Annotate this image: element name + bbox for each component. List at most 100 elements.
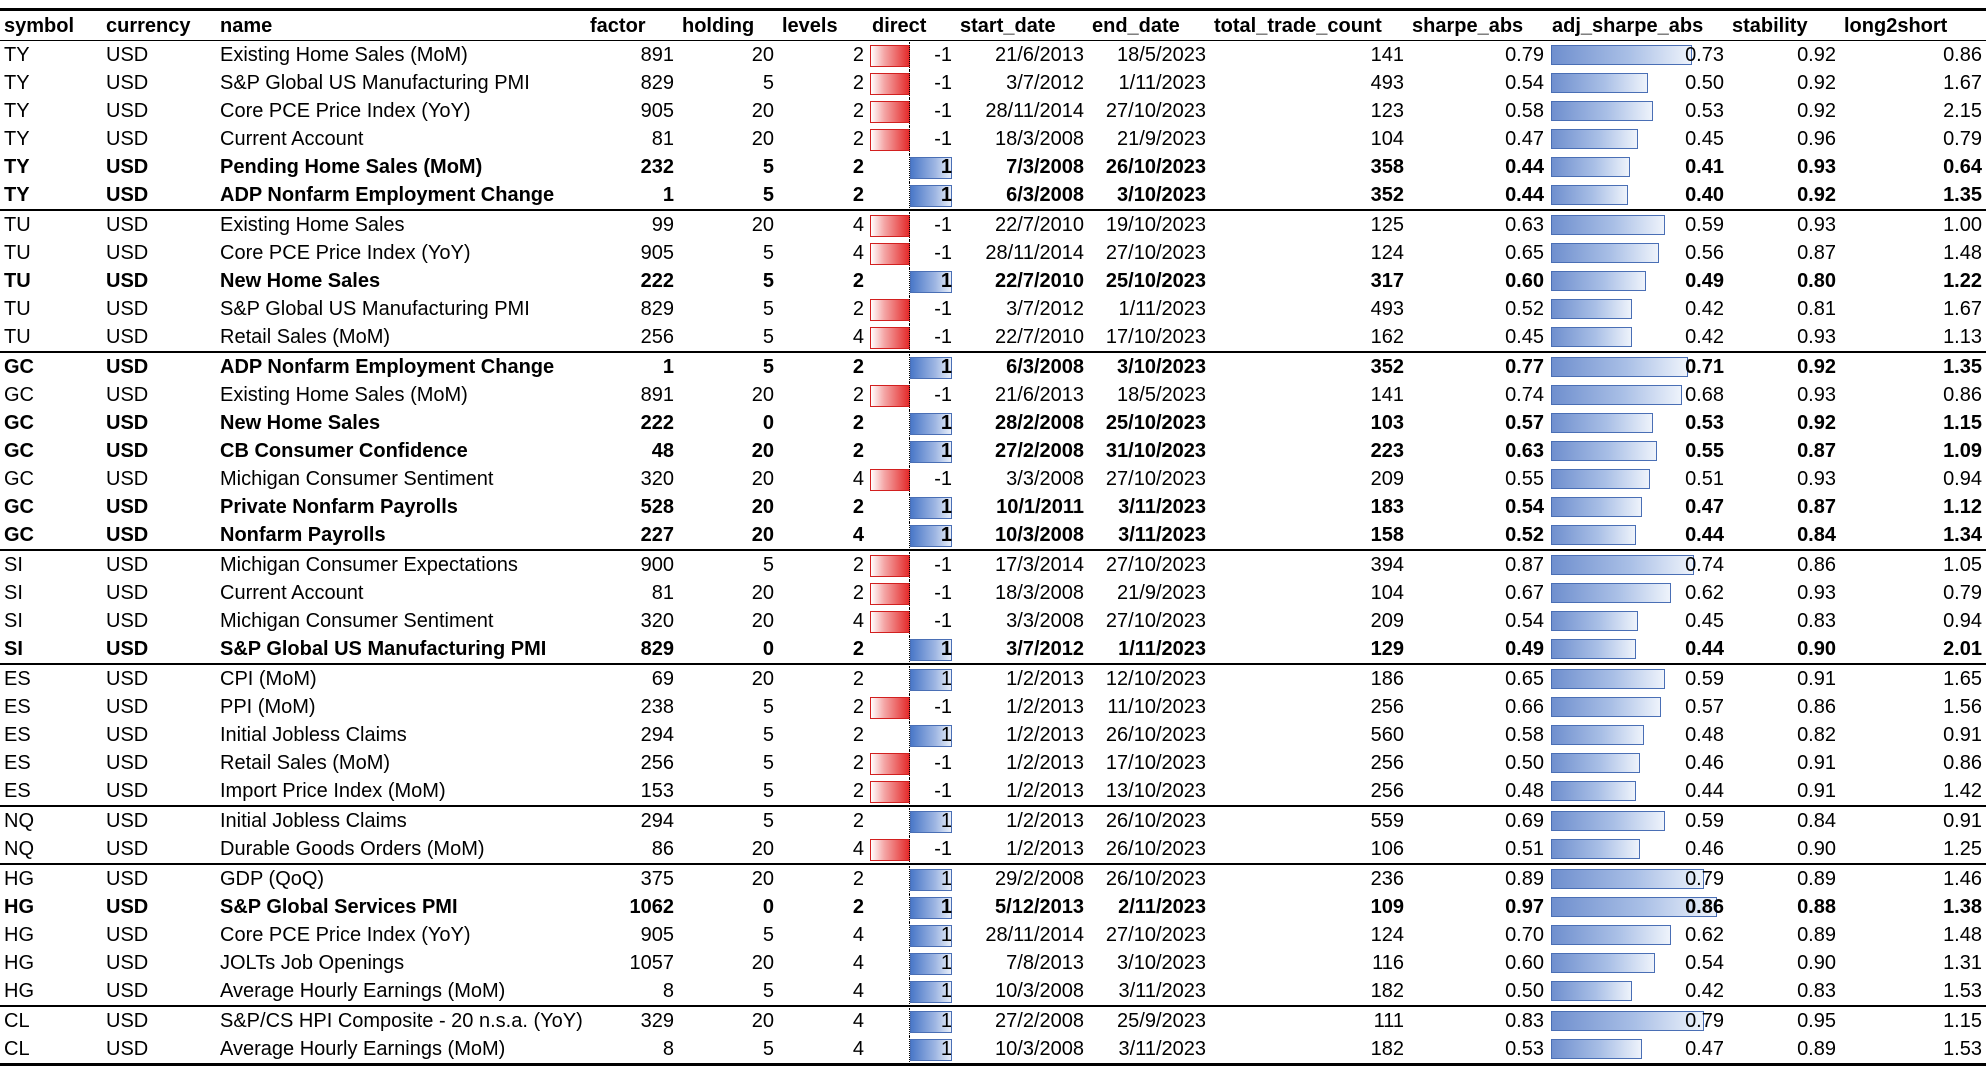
cell-direct[interactable]: -1 — [868, 41, 956, 70]
cell-long2short[interactable]: 1.13 — [1943, 326, 1982, 348]
cell-levels[interactable]: 2 — [778, 863, 868, 893]
cell-end-date[interactable]: 3/11/2023 — [1118, 980, 1207, 1002]
cell-currency[interactable]: USD — [106, 298, 149, 320]
cell-holding[interactable]: 5 — [762, 298, 774, 320]
cell-stability[interactable]: 0.84 — [1797, 524, 1836, 546]
cell-name[interactable]: S&P Global US Manufacturing PMI — [220, 638, 547, 660]
cell-holding[interactable]: 5 — [678, 351, 778, 381]
cell-stability[interactable]: 0.87 — [1797, 242, 1836, 264]
cell-start-date[interactable]: 21/6/2013 — [995, 384, 1084, 406]
cell-symbol[interactable]: SI — [0, 549, 102, 579]
cell-adj-sharpe-abs[interactable]: 0.46 — [1548, 749, 1728, 777]
table-row[interactable]: ES USD PPI (MoM) 238 5 2 -1 1/2/2013 11/10/2023 2… — [0, 693, 1986, 722]
cell-end-date[interactable]: 27/10/2023 — [1088, 549, 1210, 579]
cell-adj-sharpe-abs[interactable]: 0.71 — [1548, 351, 1728, 381]
cell-end-date[interactable]: 26/10/2023 — [1105, 838, 1206, 860]
cell-adj-sharpe-abs[interactable]: 0.62 — [1548, 579, 1728, 607]
cell-symbol[interactable]: TU — [4, 298, 31, 320]
cell-name[interactable]: CB Consumer Confidence — [220, 440, 468, 462]
cell-adj-sharpe-abs[interactable]: 0.59 — [1548, 805, 1728, 835]
col-header-adj-sharpe-abs[interactable]: adj_sharpe_abs — [1548, 11, 1728, 41]
cell-levels[interactable]: 2 — [778, 663, 868, 693]
table-row[interactable]: CL USD Average Hourly Earnings (MoM) 8 5 4 1 10… — [0, 1035, 1986, 1064]
cell-levels[interactable]: 2 — [852, 724, 864, 746]
cell-adj-sharpe-abs[interactable]: 0.41 — [1548, 153, 1728, 181]
cell-currency[interactable]: USD — [106, 924, 149, 946]
cell-sharpe-abs[interactable]: 0.79 — [1505, 44, 1544, 66]
cell-total-trade-count[interactable]: 129 — [1370, 638, 1404, 660]
cell-symbol[interactable]: CL — [4, 1038, 30, 1060]
table-row[interactable]: SI USD S&P Global US Manufacturing PMI 829 0… — [0, 635, 1986, 664]
cell-stability[interactable]: 0.84 — [1728, 805, 1840, 835]
cell-long2short[interactable]: 0.94 — [1943, 610, 1982, 632]
cell-name[interactable]: Michigan Consumer Sentiment — [220, 468, 494, 490]
table-row[interactable]: TY USD Current Account 81 20 2 -1 18/3/2008 21/9… — [0, 125, 1986, 154]
cell-sharpe-abs[interactable]: 0.69 — [1408, 805, 1548, 835]
cell-start-date[interactable]: 10/3/2008 — [995, 524, 1084, 546]
cell-total-trade-count[interactable]: 141 — [1370, 384, 1404, 406]
cell-total-trade-count[interactable]: 223 — [1370, 440, 1404, 462]
cell-sharpe-abs[interactable]: 0.83 — [1408, 1005, 1548, 1035]
col-header-holding[interactable]: holding — [678, 11, 778, 41]
cell-total-trade-count[interactable]: 125 — [1210, 209, 1408, 239]
cell-direct[interactable]: 1 — [868, 1005, 956, 1036]
table-row[interactable]: TU USD S&P Global US Manufacturing PMI 829 5… — [0, 295, 1986, 324]
cell-start-date[interactable]: 3/7/2012 — [1006, 638, 1084, 660]
cell-direct[interactable]: 1 — [868, 1035, 956, 1064]
cell-sharpe-abs[interactable]: 0.65 — [1408, 663, 1548, 693]
cell-levels[interactable]: 2 — [852, 128, 864, 150]
cell-symbol[interactable]: NQ — [0, 805, 102, 835]
cell-direct[interactable]: 1 — [868, 409, 956, 438]
cell-end-date[interactable]: 17/10/2023 — [1105, 326, 1206, 348]
cell-start-date[interactable]: 22/7/2010 — [995, 326, 1084, 348]
cell-sharpe-abs[interactable]: 0.55 — [1505, 468, 1544, 490]
cell-currency[interactable]: USD — [106, 952, 149, 974]
cell-end-date[interactable]: 26/10/2023 — [1105, 724, 1206, 746]
cell-long2short[interactable]: 1.46 — [1840, 863, 1986, 893]
cell-stability[interactable]: 0.86 — [1797, 696, 1836, 718]
cell-direct[interactable]: -1 — [868, 579, 956, 608]
cell-total-trade-count[interactable]: 183 — [1370, 496, 1404, 518]
cell-factor[interactable]: 829 — [640, 298, 674, 320]
cell-factor[interactable]: 1 — [586, 351, 678, 381]
cell-end-date[interactable]: 25/10/2023 — [1105, 412, 1206, 434]
cell-symbol[interactable]: TY — [4, 184, 30, 206]
cell-adj-sharpe-abs[interactable]: 0.42 — [1548, 323, 1728, 352]
cell-stability[interactable]: 0.90 — [1797, 638, 1836, 660]
cell-end-date[interactable]: 25/9/2023 — [1088, 1005, 1210, 1035]
cell-symbol[interactable]: TY — [4, 44, 30, 66]
cell-adj-sharpe-abs[interactable]: 0.53 — [1548, 409, 1728, 437]
cell-levels[interactable]: 2 — [778, 549, 868, 579]
cell-levels[interactable]: 2 — [852, 156, 864, 178]
cell-name[interactable]: CPI (MoM) — [216, 663, 586, 693]
cell-factor[interactable]: 891 — [640, 44, 674, 66]
cell-holding[interactable]: 5 — [678, 805, 778, 835]
col-header-factor[interactable]: factor — [586, 11, 678, 41]
cell-currency[interactable]: USD — [106, 270, 149, 292]
cell-sharpe-abs[interactable]: 0.51 — [1505, 838, 1544, 860]
cell-adj-sharpe-abs[interactable]: 0.40 — [1548, 181, 1728, 210]
cell-holding[interactable]: 5 — [762, 1038, 774, 1060]
cell-adj-sharpe-abs[interactable]: 0.57 — [1548, 693, 1728, 721]
cell-currency[interactable]: USD — [106, 44, 149, 66]
cell-holding[interactable]: 5 — [762, 242, 774, 264]
cell-levels[interactable]: 2 — [852, 384, 864, 406]
cell-sharpe-abs[interactable]: 0.58 — [1505, 724, 1544, 746]
cell-total-trade-count[interactable]: 256 — [1370, 696, 1404, 718]
cell-total-trade-count[interactable]: 560 — [1370, 724, 1404, 746]
cell-currency[interactable]: USD — [106, 752, 149, 774]
cell-factor[interactable]: 48 — [651, 440, 674, 462]
cell-factor[interactable]: 905 — [640, 924, 674, 946]
cell-start-date[interactable]: 1/2/2013 — [1006, 838, 1084, 860]
cell-long2short[interactable]: 1.15 — [1840, 1005, 1986, 1035]
cell-direct[interactable]: -1 — [868, 125, 956, 154]
cell-name[interactable]: Retail Sales (MoM) — [220, 326, 391, 348]
cell-long2short[interactable]: 1.38 — [1943, 896, 1982, 918]
cell-holding[interactable]: 20 — [751, 468, 774, 490]
cell-levels[interactable]: 2 — [852, 44, 864, 66]
cell-holding[interactable]: 5 — [678, 549, 778, 579]
cell-direct[interactable]: 1 — [868, 921, 956, 950]
cell-levels[interactable]: 4 — [852, 952, 864, 974]
cell-start-date[interactable]: 3/7/2012 — [1006, 72, 1084, 94]
cell-name[interactable]: Current Account — [220, 128, 364, 150]
